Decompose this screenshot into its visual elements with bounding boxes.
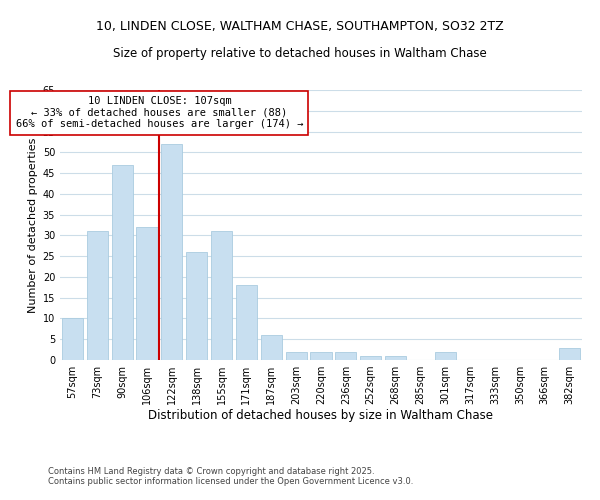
Bar: [360, 356, 381, 360]
Text: Contains HM Land Registry data © Crown copyright and database right 2025.: Contains HM Land Registry data © Crown c…: [48, 467, 374, 476]
Bar: [335, 352, 356, 360]
Bar: [385, 356, 406, 360]
Bar: [236, 285, 257, 360]
Bar: [161, 144, 182, 360]
X-axis label: Distribution of detached houses by size in Waltham Chase: Distribution of detached houses by size …: [149, 408, 493, 422]
Bar: [112, 165, 133, 360]
Text: Contains public sector information licensed under the Open Government Licence v3: Contains public sector information licen…: [48, 477, 413, 486]
Bar: [435, 352, 456, 360]
Bar: [286, 352, 307, 360]
Bar: [62, 318, 83, 360]
Bar: [261, 335, 282, 360]
Text: 10 LINDEN CLOSE: 107sqm
← 33% of detached houses are smaller (88)
66% of semi-de: 10 LINDEN CLOSE: 107sqm ← 33% of detache…: [16, 96, 303, 130]
Bar: [186, 252, 207, 360]
Bar: [87, 231, 108, 360]
Bar: [559, 348, 580, 360]
Text: Size of property relative to detached houses in Waltham Chase: Size of property relative to detached ho…: [113, 48, 487, 60]
Bar: [211, 231, 232, 360]
Bar: [310, 352, 332, 360]
Bar: [136, 227, 158, 360]
Y-axis label: Number of detached properties: Number of detached properties: [28, 138, 38, 312]
Text: 10, LINDEN CLOSE, WALTHAM CHASE, SOUTHAMPTON, SO32 2TZ: 10, LINDEN CLOSE, WALTHAM CHASE, SOUTHAM…: [96, 20, 504, 33]
